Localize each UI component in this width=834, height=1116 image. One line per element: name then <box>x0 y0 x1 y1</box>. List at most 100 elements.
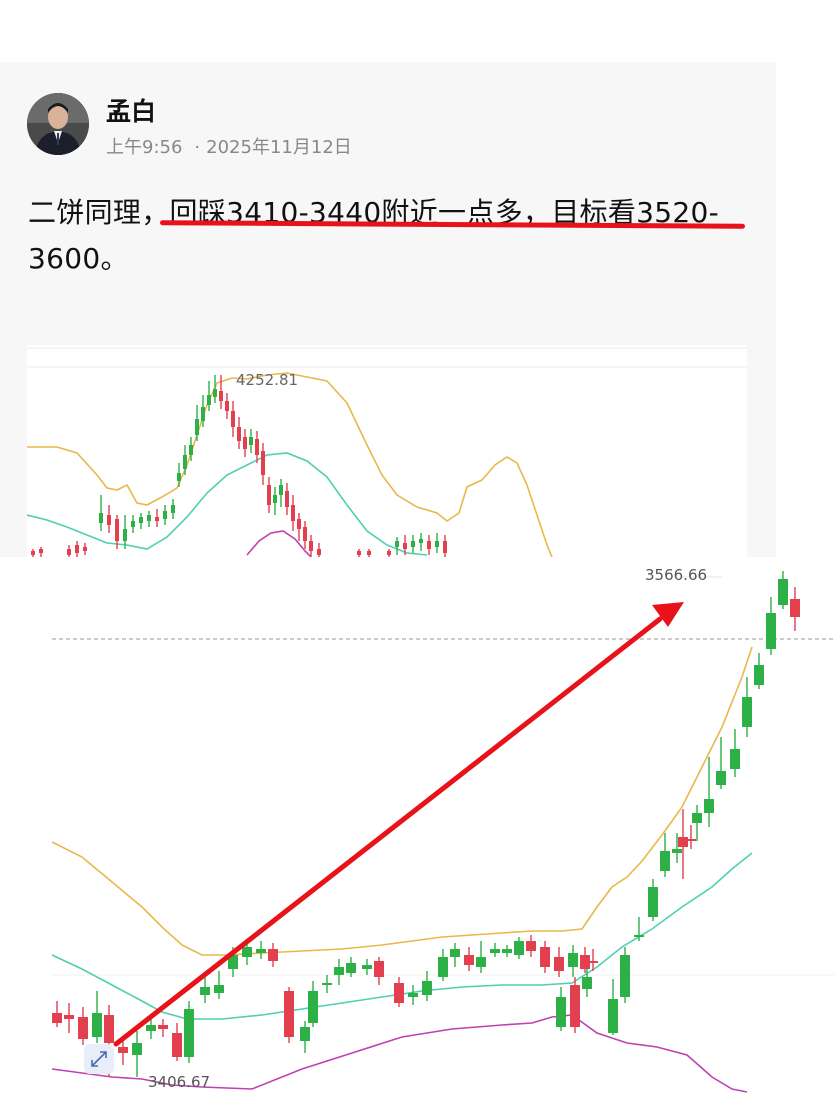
lower-chart-candle <box>766 597 776 655</box>
lower-chart-candle <box>754 653 764 689</box>
upper-chart-middle-band <box>26 452 428 556</box>
upper-chart-candle <box>411 535 415 553</box>
lower-chart-candle <box>502 945 512 957</box>
upper-chart-candle <box>317 543 321 557</box>
lower-chart-candle <box>514 937 524 959</box>
lower-chart: 3566.66 3406.67 <box>51 557 834 1112</box>
upper-chart-high-label: 4252.81 <box>236 371 298 389</box>
lower-chart-candle <box>158 1019 168 1037</box>
lower-chart-candle <box>620 947 630 1003</box>
lower-chart-candle <box>464 947 474 971</box>
upper-chart-candle <box>99 495 103 531</box>
upper-chart-candle <box>261 443 265 485</box>
upper-chart-candle <box>155 509 159 527</box>
upper-chart-candle <box>31 549 35 557</box>
lower-chart-candle <box>526 935 536 957</box>
upper-chart-candle <box>213 375 217 403</box>
lower-chart-candle <box>704 757 714 827</box>
lower-chart-candle <box>438 949 448 981</box>
lower-chart-candle <box>450 943 460 967</box>
post-text-part1: 二饼同理， <box>28 196 170 229</box>
lower-chart-candle <box>730 729 740 777</box>
lower-chart-candle <box>300 1021 310 1053</box>
lower-chart-high-label: 3566.66 <box>645 566 707 584</box>
upper-chart-candle <box>183 445 187 475</box>
upper-chart-candle <box>309 535 313 557</box>
upper-chart-upper-band <box>27 372 553 558</box>
lower-chart-candle <box>634 917 644 941</box>
lower-chart-candle <box>308 981 318 1027</box>
upper-chart-candle <box>435 533 439 553</box>
upper-chart-candle <box>255 431 259 463</box>
lower-chart-candle <box>790 587 800 631</box>
lower-chart-candle <box>346 957 356 977</box>
upper-chart-candle <box>177 463 181 487</box>
upper-chart-candle <box>75 541 79 557</box>
trend-arrow <box>113 602 684 1047</box>
upper-chart-candle <box>279 479 283 507</box>
post-text: 二饼同理，回踩3410-3440附近一点多，目标看3520- 3600。 <box>28 190 763 282</box>
lower-chart-candle <box>582 969 592 997</box>
lower-chart-candle <box>172 1023 182 1061</box>
upper-chart-candle <box>147 511 151 527</box>
upper-chart-candle <box>285 483 289 515</box>
upper-chart-svg: 4252.81 <box>26 347 747 558</box>
lower-chart-candle <box>78 1007 88 1045</box>
lower-chart-candle <box>570 977 580 1033</box>
upper-chart-candle <box>171 499 175 519</box>
upper-chart-candle <box>357 549 361 557</box>
lower-chart-candle <box>64 1003 74 1033</box>
lower-chart-candle <box>132 1031 142 1077</box>
upper-chart-candle <box>387 549 391 557</box>
upper-chart-candle <box>139 513 143 529</box>
lower-chart-candle <box>334 959 344 985</box>
upper-chart-candle <box>427 535 431 555</box>
upper-chart-candle <box>297 513 301 541</box>
post-time: 上午9:56 <box>106 137 183 158</box>
lower-chart-candle <box>580 947 590 973</box>
lower-chart-candle <box>568 945 578 977</box>
lower-chart-svg: 3566.66 3406.67 <box>51 566 834 1093</box>
lower-chart-candle <box>716 737 726 789</box>
lower-chart-lower-band <box>51 1014 748 1093</box>
author-avatar[interactable] <box>27 93 89 155</box>
post-text-part3: 3600。 <box>28 242 129 275</box>
expand-icon[interactable] <box>84 1044 114 1074</box>
upper-chart-candle <box>225 393 229 419</box>
lower-chart-candle <box>686 825 696 849</box>
upper-chart-candle <box>195 405 199 441</box>
lower-chart-candle <box>200 977 210 1003</box>
upper-chart-candle <box>249 429 253 453</box>
avatar-image <box>27 93 89 155</box>
upper-chart-candle <box>395 537 399 555</box>
lower-chart-low-label: 3406.67 <box>148 1073 210 1091</box>
upper-chart-candle <box>403 535 407 555</box>
lower-chart-candle <box>648 879 658 921</box>
lower-chart-candle <box>742 677 752 737</box>
lower-chart-candle <box>608 979 618 1035</box>
lower-chart-candle <box>184 1001 194 1063</box>
upper-chart-candle <box>115 515 119 549</box>
upper-chart-candle <box>273 487 277 515</box>
upper-chart-candle <box>131 515 135 533</box>
lower-chart-candle <box>214 971 224 999</box>
lower-chart-candle <box>256 941 266 959</box>
upper-chart-candle <box>231 401 235 437</box>
upper-chart-candle <box>83 543 87 555</box>
upper-chart-candle <box>219 375 223 409</box>
upper-chart-candle <box>201 395 205 427</box>
lower-chart-candle <box>146 1017 156 1039</box>
upper-chart-candle <box>39 547 43 557</box>
lower-chart-candle <box>408 985 418 1005</box>
lower-chart-candle <box>322 975 332 993</box>
upper-chart-candle <box>243 429 247 457</box>
lower-chart-candle <box>692 805 702 841</box>
author-name[interactable]: 孟白 <box>106 97 157 126</box>
lower-chart-candle <box>268 943 278 967</box>
upper-chart-candle <box>367 549 371 557</box>
upper-chart-candle <box>207 381 211 411</box>
lower-chart-candle <box>394 977 404 1007</box>
lower-chart-candle <box>588 949 598 971</box>
post-meta: 上午9:56 · 2025年11月12日 <box>106 133 352 159</box>
lower-chart-candle <box>476 941 486 973</box>
